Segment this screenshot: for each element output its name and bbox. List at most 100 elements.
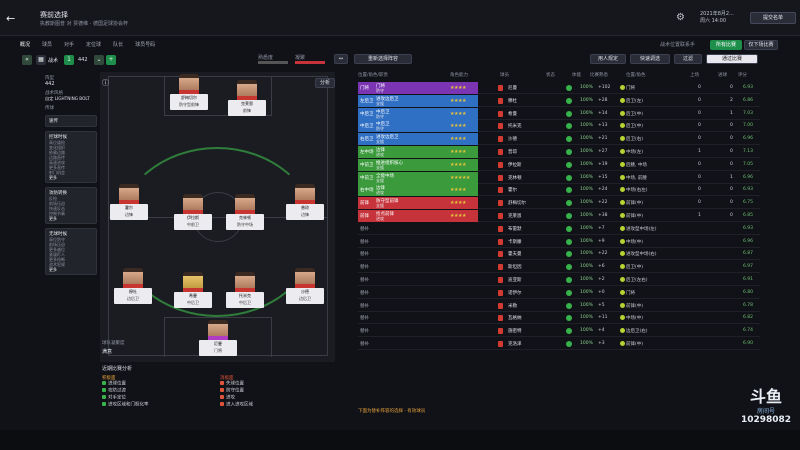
pass-dropdown[interactable]: 速传 [45, 115, 97, 127]
row-player[interactable]: 霍尔 [508, 188, 517, 194]
row-player[interactable]: 克林顿 [508, 175, 522, 181]
col-fitness[interactable]: 体能 [572, 73, 581, 78]
reselect-lineup-button[interactable]: 重新选择阵容 [354, 54, 412, 64]
table-row[interactable]: 替补 迪亚斯 100% +2 后卫(左右) 6.91 [358, 274, 760, 286]
row-player[interactable]: 布雷默 [508, 226, 522, 232]
style-value[interactable]: 自定 LIGHTNING BOLT [45, 96, 90, 101]
table-row[interactable]: 替补 米勒 100% +5 前锋(中) 6.78 [358, 300, 760, 312]
table-row[interactable]: 左中场 边锋 进攻 ★★★★ 普琼 100% +27 中场(左) 1 0 7.13 [358, 146, 760, 158]
row-player[interactable]: 瓦格纳 [508, 316, 522, 322]
col-rating[interactable]: 评分 [738, 73, 747, 78]
chevron-down-icon[interactable]: ⌄ [94, 55, 104, 65]
box2-more[interactable]: 更多 [49, 216, 57, 221]
next-match-button[interactable]: 仅下场比赛 [744, 40, 778, 50]
table-row[interactable]: 右后卫 进攻边后卫 支援 ★★★★ 沙德 100% +21 后卫(右) 0 0 6.96 [358, 133, 760, 146]
tab-captains[interactable]: 队长 [113, 42, 124, 48]
back-arrow-icon[interactable]: ← [6, 12, 16, 25]
table-row[interactable]: 替补 斯坦因 100% +6 后卫(中) 6.97 [358, 261, 760, 274]
role-bar[interactable] [358, 94, 478, 107]
row-player[interactable]: 普琼 [508, 150, 517, 155]
review-button[interactable]: 通过比赛 [706, 54, 758, 64]
quick-select-button[interactable]: 快速调选 [630, 54, 670, 64]
row-player[interactable]: 希曼 [508, 111, 517, 117]
row-player[interactable]: 米勒 [508, 303, 517, 309]
role-bar[interactable] [358, 82, 478, 94]
row-player[interactable]: 克莱恩 [508, 214, 522, 219]
table-row[interactable]: 门将 门将 防守 ★★★★ 尼曼 100% +102 门将 0 0 6.93 [358, 82, 760, 94]
tactic-info-icon[interactable]: ⓘ [102, 79, 109, 87]
human-select-button[interactable]: 用人规定 [590, 54, 626, 64]
player-card[interactable]: 克莱恩 前锋 [228, 80, 266, 116]
out-of-possession-box[interactable]: 无球时候 高位防守 前场压迫 更多越位 紧逼盯人 更多抢断 战术犯规 更多 [45, 228, 97, 275]
player-card[interactable]: 舒梅切尔 防守型前锋 [170, 74, 208, 110]
role-bar[interactable] [358, 133, 478, 146]
analysis-title[interactable]: 近期比赛分析 [102, 366, 133, 372]
table-row[interactable]: 替补 卡斯滕 100% +9 中场(中) 6.96 [358, 236, 760, 248]
tactic-slot-icon[interactable]: ▦ [36, 55, 46, 65]
player-card[interactable]: 希曼 中后卫 [174, 272, 212, 308]
add-tactic-icon[interactable]: + [106, 55, 116, 65]
table-row[interactable]: 替补 霍夫曼 100% +22 进攻型中场(右) 6.87 [358, 248, 760, 261]
row-player[interactable]: 迪亚斯 [508, 278, 522, 283]
row-player[interactable]: 伊拉斯 [508, 162, 522, 168]
tab-overview[interactable]: 概况 [20, 42, 31, 48]
role-bar[interactable] [358, 171, 478, 184]
role-bar[interactable] [358, 210, 478, 222]
table-row[interactable]: 替补 克洛泽 100% +3 前锋(中) 6.90 [358, 338, 760, 350]
role-bar[interactable] [358, 120, 478, 133]
continue-button[interactable]: 提交名单 [750, 12, 796, 24]
swap-icon[interactable]: ↔ [334, 54, 348, 64]
col-apps[interactable]: 上场 [690, 73, 699, 78]
row-player[interactable]: 卡斯滕 [508, 239, 522, 245]
transition-box[interactable]: 攻防转换 反抢 前场压迫 快速反击 控制节奏 更多 [45, 187, 97, 224]
table-row[interactable]: 右中场 边锋 进攻 ★★★★ 霍尔 100% +24 中场(右左) 0 0 6.93 [358, 184, 760, 197]
formation-value[interactable]: 442 [45, 81, 55, 87]
player-card[interactable]: 克林顿 防守中场 [226, 194, 264, 230]
tab-set-pieces[interactable]: 定位球 [86, 42, 102, 48]
player-card[interactable]: 霍尔 边锋 [110, 184, 148, 220]
row-player[interactable]: 霍夫曼 [508, 252, 522, 258]
col-position[interactable]: 位置/角色/职责 [358, 73, 389, 78]
col-condition[interactable]: 状态 [546, 73, 555, 78]
table-row[interactable]: 前锋 抢点前锋 进攻 ★★★★ 克莱恩 100% +38 前锋(中) 1 0 6.85 [358, 210, 760, 222]
col-position-role[interactable]: 位置/角色 [626, 73, 646, 78]
table-row[interactable]: 左后卫 进攻边后卫 支援 ★★★★ 穆杜 100% +28 后卫(左) 0 2 6.86 [358, 94, 760, 107]
table-row[interactable]: 替补 瓦格纳 100% +11 中场(中) 6.82 [358, 312, 760, 325]
in-possession-box[interactable]: 控球时候 高位逼抢 变化组织 依赖边路 边路直传 高速进攻 更多直传 射门机会 … [45, 131, 97, 183]
table-row[interactable]: 中前卫 全能中场 支援 ★★★★★ 克林顿 100% +15 中场, 前腰 0 1 6.96 [358, 171, 760, 184]
all-matches-button[interactable]: 所有比赛 [710, 40, 742, 50]
row-player[interactable]: 克洛泽 [508, 342, 522, 347]
table-row[interactable]: 前锋 防守型前锋 支援 ★★★★ 舒梅切尔 100% +22 前锋(中) 0 0 6.75 [358, 197, 760, 210]
role-bar[interactable] [358, 197, 478, 210]
table-row[interactable]: 中后卫 中后卫 防守 ★★★★ 托米克 100% +13 后卫(中) 0 0 7.00 [358, 120, 760, 133]
player-card[interactable]: 普琼 边锋 [286, 184, 324, 220]
tab-squad-numbers[interactable]: 球员号码 [135, 42, 156, 48]
row-player[interactable]: 沙德 [508, 137, 517, 143]
filter-button[interactable]: 过滤 [674, 54, 702, 64]
row-player[interactable]: 诺伊尔 [508, 290, 522, 296]
player-card[interactable]: 沙德 边后卫 [286, 268, 324, 304]
row-player[interactable]: 尼曼 [508, 86, 517, 91]
row-player[interactable]: 斯坦因 [508, 265, 522, 271]
table-row[interactable]: 替补 诺伊尔 100% +0 门将 6.80 [358, 287, 760, 299]
role-bar[interactable] [358, 146, 478, 158]
goalkeeper-card[interactable]: 尼曼 门将 [199, 320, 237, 356]
tab-opponent[interactable]: 对手 [64, 42, 75, 48]
col-player[interactable]: 球员 [500, 73, 509, 78]
box1-more[interactable]: 更多 [49, 175, 57, 180]
tab-players[interactable]: 球员 [42, 42, 53, 48]
table-row[interactable]: 替补 布雷默 100% +7 进攻型中场(左) 6.93 [358, 223, 760, 235]
box3-more[interactable]: 更多 [49, 267, 57, 272]
role-bar[interactable] [358, 107, 478, 120]
row-player[interactable]: 托米克 [508, 124, 522, 130]
col-familiarity[interactable]: 比赛熟悉 [590, 73, 608, 78]
player-card[interactable]: 伊拉斯 中前卫 [174, 194, 212, 230]
row-player[interactable]: 施密特 [508, 329, 522, 335]
collapse-icon[interactable]: « [22, 55, 32, 65]
col-role-ability[interactable]: 角色能力 [450, 73, 468, 78]
player-card[interactable]: 托米克 中后卫 [226, 272, 264, 308]
role-bar[interactable] [358, 158, 478, 171]
table-row[interactable]: 中前卫 推进组织核心 支援 ★★★★ 伊拉斯 100% +19 后腰, 中场 0 0 7.05 [358, 158, 760, 171]
row-player[interactable]: 穆杜 [508, 98, 517, 104]
tactic-number[interactable]: 1 [64, 55, 74, 65]
